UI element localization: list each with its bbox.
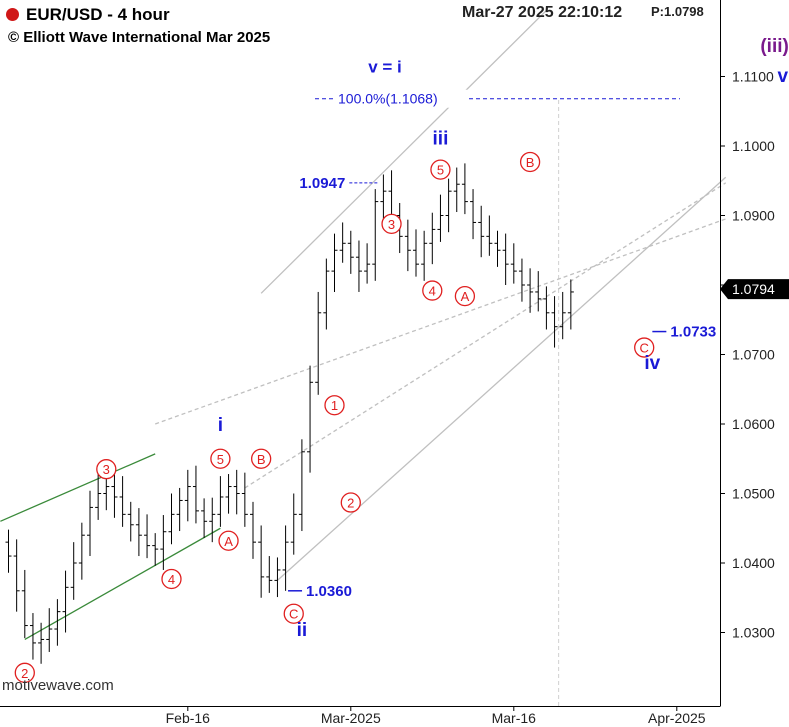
- chart-title: EUR/USD - 4 hour: [26, 5, 170, 24]
- price-tick-label: 1.1100: [732, 69, 774, 85]
- projection-label: 100.0%(1.1068): [338, 91, 438, 107]
- wave-circle: [161, 568, 182, 590]
- wave-circle-label: C: [640, 341, 649, 356]
- level-label: 1.0947: [299, 175, 345, 192]
- price-tick-label: 1.0300: [732, 625, 775, 641]
- wave-circle-label: 5: [437, 163, 444, 178]
- copyright-notice: © Elliott Wave International Mar 2025: [8, 29, 271, 46]
- wave-circle: [381, 213, 402, 234]
- wave-equality-label: v = i: [368, 57, 402, 76]
- projection-dashed-line: [154, 218, 726, 425]
- wave-circle: [14, 662, 35, 683]
- price-tick-label: 1.0900: [732, 208, 775, 224]
- wave-circle-label: 1: [331, 398, 338, 413]
- level-label: 1.0360: [306, 583, 352, 600]
- time-tick-label: Feb-16: [166, 710, 211, 726]
- candlestick-series: [5, 163, 574, 664]
- wave-circle-label: 4: [429, 284, 436, 299]
- wave-circle-label: 3: [103, 462, 110, 477]
- wave-circle-label: 2: [21, 666, 28, 681]
- wave-degree-label: v: [777, 66, 788, 87]
- wave-label-layer: 1.0947 1.0733 1.0360 100.0%(1.1068) v = i 2 3 4…: [14, 36, 789, 683]
- price-tick-label: 1.1000: [732, 138, 775, 154]
- watermark: motivewave.com: [2, 677, 114, 694]
- wave-degree-label: iv: [644, 353, 660, 374]
- time-tick-label: Mar-16: [492, 710, 537, 726]
- wave-circle-label: B: [526, 155, 535, 170]
- price-tick-label: 1.0400: [732, 555, 775, 571]
- wave-circle: [430, 159, 451, 180]
- status-dot-icon: [6, 8, 19, 21]
- wave-circle-label: 4: [168, 572, 175, 587]
- wave-circle-label: 2: [347, 496, 354, 511]
- lower-channel-line: [277, 176, 727, 581]
- wave-circle-label: 5: [217, 452, 224, 467]
- price-tick-label: 1.0700: [732, 347, 775, 363]
- wave-circle-label: A: [461, 289, 470, 304]
- wave-circle-label: 3: [388, 217, 395, 232]
- wave-circle: [422, 280, 443, 301]
- mid-channel-dashed: [244, 182, 727, 489]
- wave-circle: [634, 337, 655, 358]
- wave-degree-label: i: [218, 415, 223, 436]
- price-tick-label: 1.0500: [732, 486, 775, 502]
- wave-circle: [324, 395, 345, 416]
- wave-circle: [454, 285, 476, 307]
- time-axis: Feb-16 Mar-2025 Mar-16 Apr-2025: [0, 706, 721, 726]
- wave-circle: [96, 459, 117, 480]
- wave-circle: [250, 448, 272, 469]
- wave-circle-label: C: [289, 607, 298, 622]
- chart-timestamp: Mar-27 2025 22:10:12: [462, 4, 623, 21]
- price-axis: 1.03001.04001.05001.06001.07001.08001.09…: [720, 0, 789, 706]
- wave-circle: [210, 448, 231, 469]
- last-price-tag-bg: [720, 279, 789, 300]
- wave-circle: [218, 530, 239, 551]
- last-price-tag-label: 1.0794: [732, 281, 775, 297]
- wave-i-lower-line: [24, 527, 221, 641]
- price-tick-label: 1.0600: [732, 416, 775, 432]
- time-tick-label: Apr-2025: [648, 710, 706, 726]
- wave-circle-label: B: [257, 452, 266, 467]
- projection-label-bg: [336, 89, 468, 108]
- wave-degree-label: iii: [433, 129, 449, 150]
- wave-degree-label: (iii): [760, 36, 789, 57]
- upper-channel-line: [260, 10, 547, 294]
- time-tick-label: Mar-2025: [321, 710, 381, 726]
- wave-circle: [283, 603, 304, 624]
- wave-i-upper-line: [0, 453, 156, 522]
- wave-circle: [519, 151, 541, 173]
- last-price-readout: P:1.0798: [651, 4, 704, 19]
- wave-degree-label: ii: [297, 620, 308, 641]
- wave-circle-label: A: [224, 534, 233, 549]
- wave-circle: [340, 492, 361, 513]
- last-price-tag: 1.0794: [720, 279, 789, 300]
- level-label: 1.0733: [670, 324, 716, 341]
